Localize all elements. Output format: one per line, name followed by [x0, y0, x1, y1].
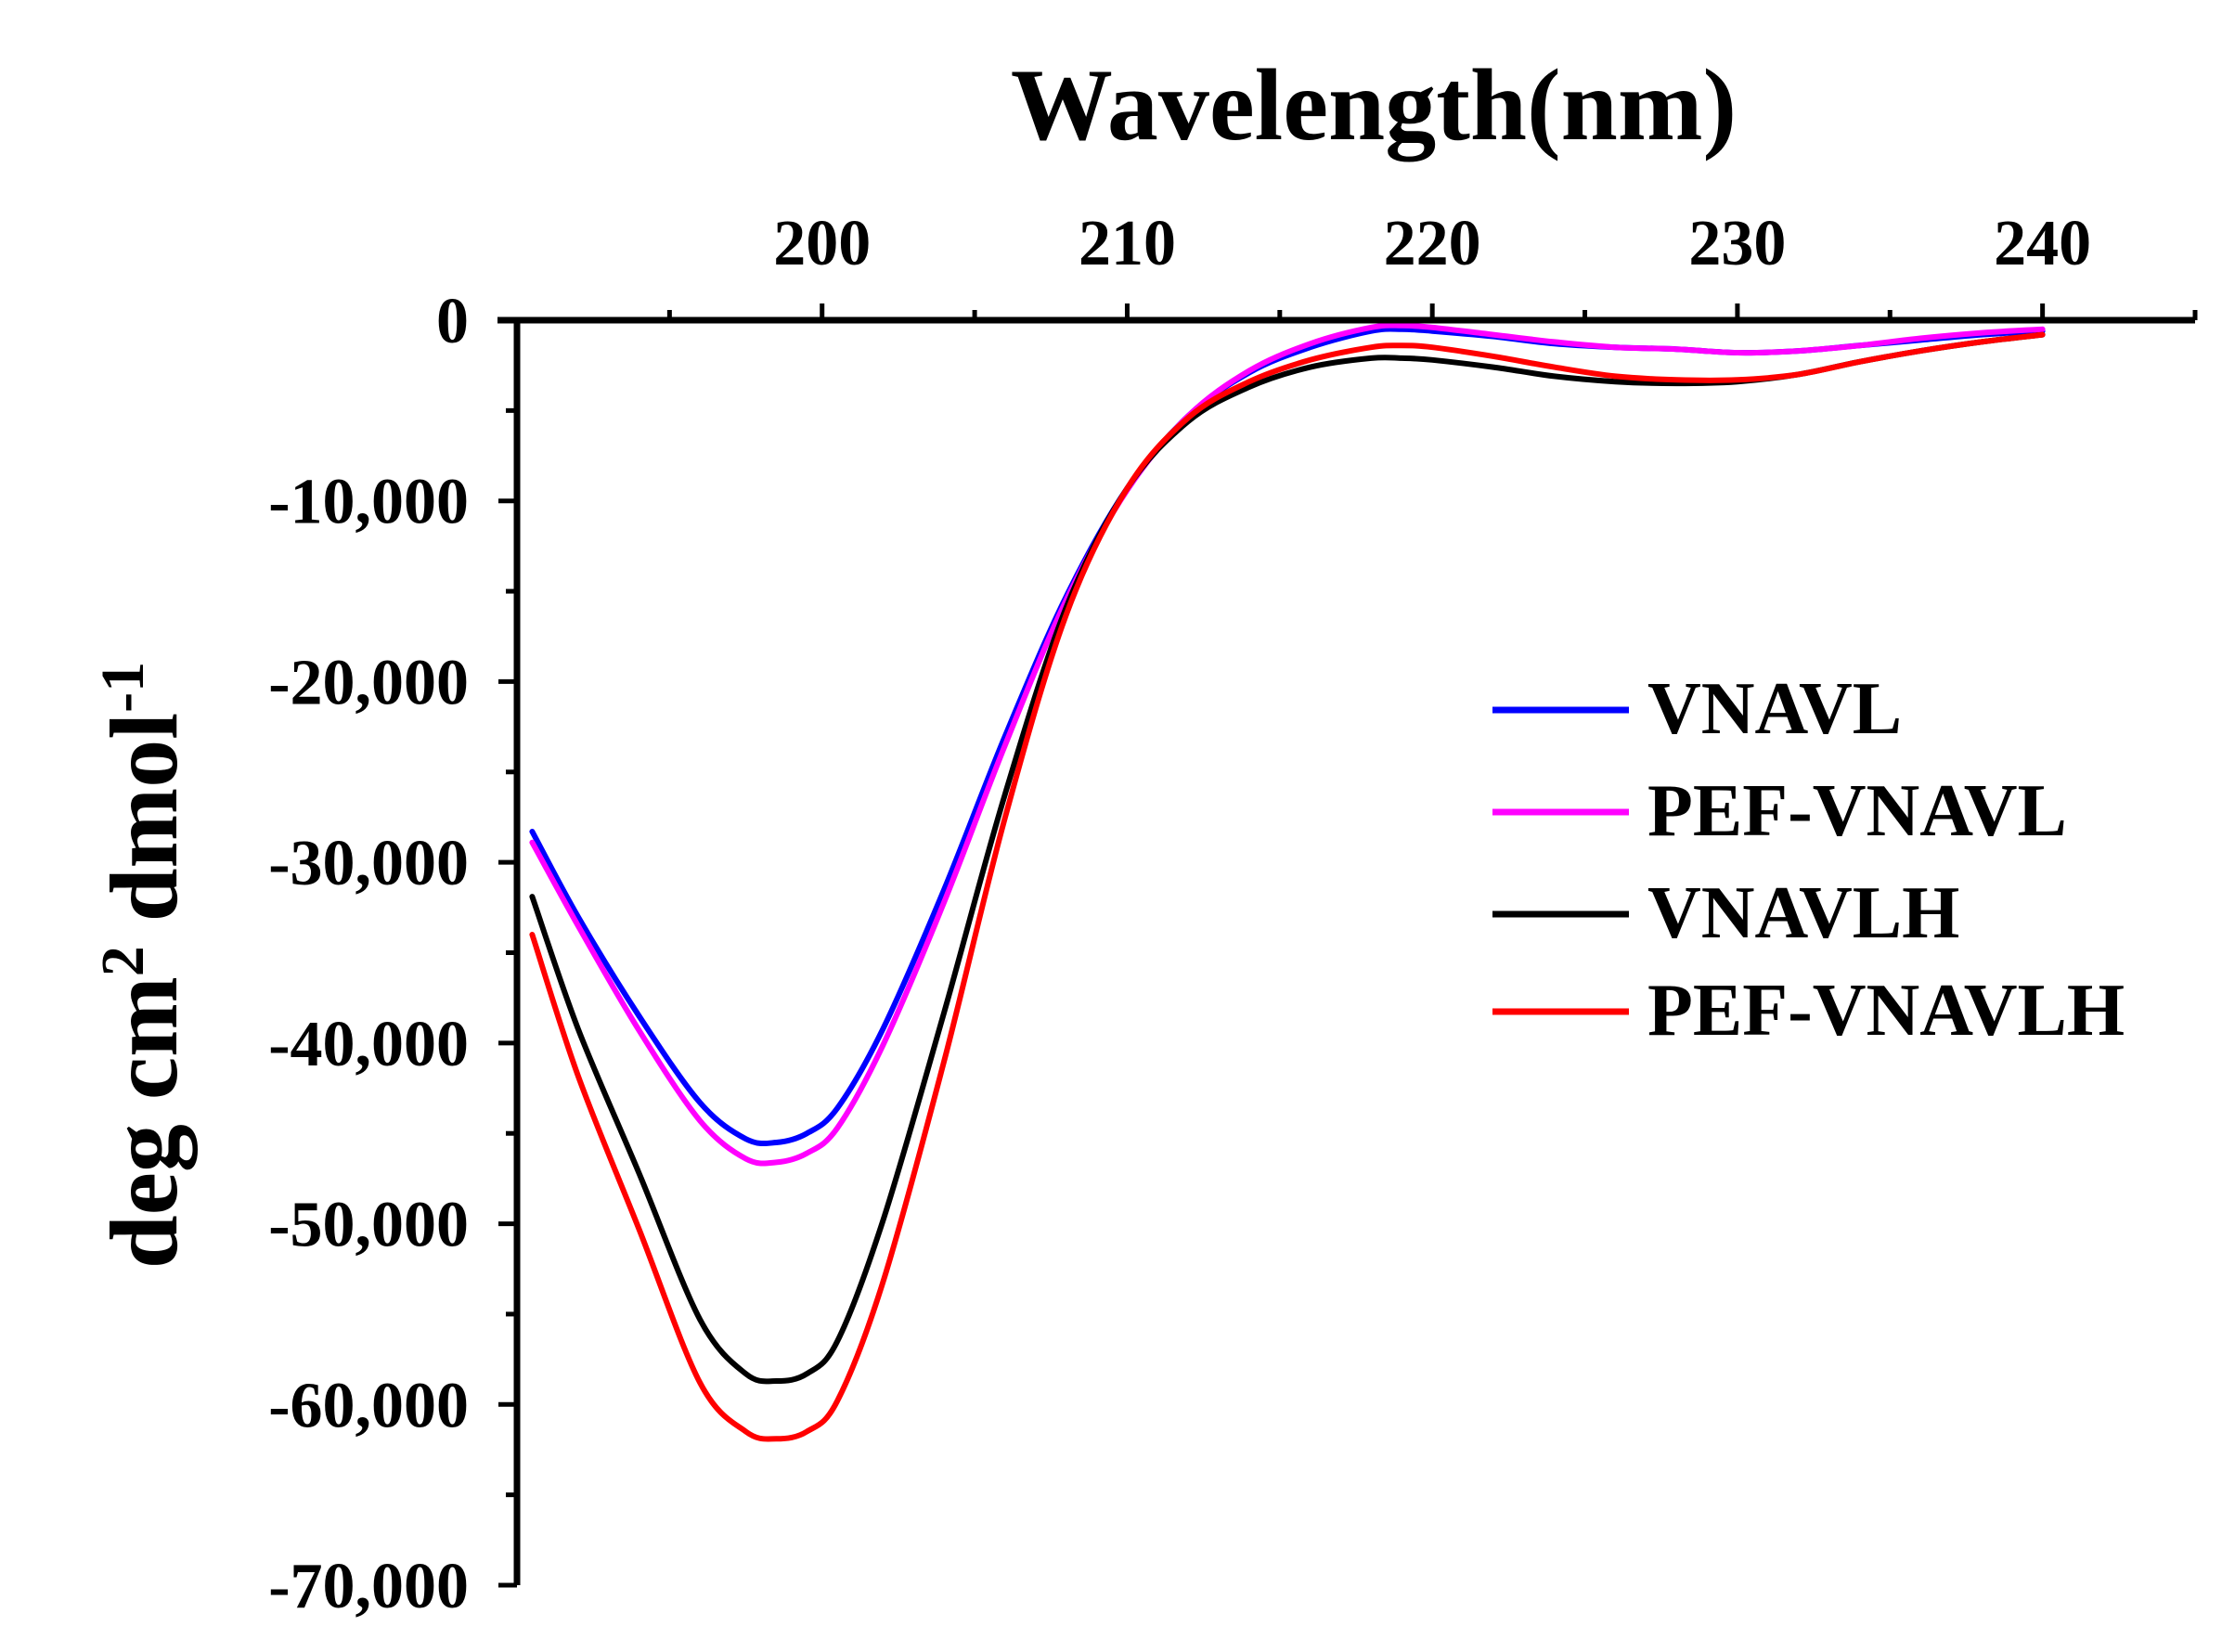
x-tick-label: 200 [773, 208, 871, 279]
y-tick-label: -10,000 [268, 467, 469, 538]
y-tick-label: -70,000 [268, 1551, 469, 1622]
x-tick-label: 240 [1994, 208, 2091, 279]
y-tick-label: -40,000 [268, 1009, 469, 1080]
ticks [498, 303, 2198, 1588]
legend-label-pef-vnavlh: PEF-VNAVLH [1647, 970, 2125, 1052]
legend: VNAVL PEF-VNAVL VNAVLH PEF-VNAVLH [1492, 668, 2125, 1052]
y-tick-label: -60,000 [268, 1370, 469, 1441]
x-tick-label: 220 [1384, 208, 1481, 279]
series-line-vnavlh [529, 331, 2046, 1385]
x-axis-title: Wavelength(nm) [1011, 48, 1737, 161]
y-tick-label: -30,000 [268, 828, 469, 899]
legend-label-vnavlh: VNAVLH [1647, 872, 1959, 954]
y-tick-label: -50,000 [268, 1190, 469, 1261]
legend-label-pef-vnavl: PEF-VNAVL [1647, 770, 2067, 852]
legend-label-vnavl: VNAVL [1647, 668, 1902, 750]
plot-lines [529, 322, 2046, 1442]
x-tick-label: 230 [1688, 208, 1786, 279]
y-tick-label: 0 [436, 286, 469, 357]
series-line-pef-vnavlh [529, 331, 2046, 1442]
x-tick-label: 210 [1079, 208, 1176, 279]
y-axis-title: deg cm2 dmol-1 [89, 662, 199, 1269]
tick-labels: 200 210 220 230 240 0 -10,000 -20,000 -30,000 -40… [268, 208, 2091, 1622]
y-tick-label: -20,000 [268, 647, 469, 718]
